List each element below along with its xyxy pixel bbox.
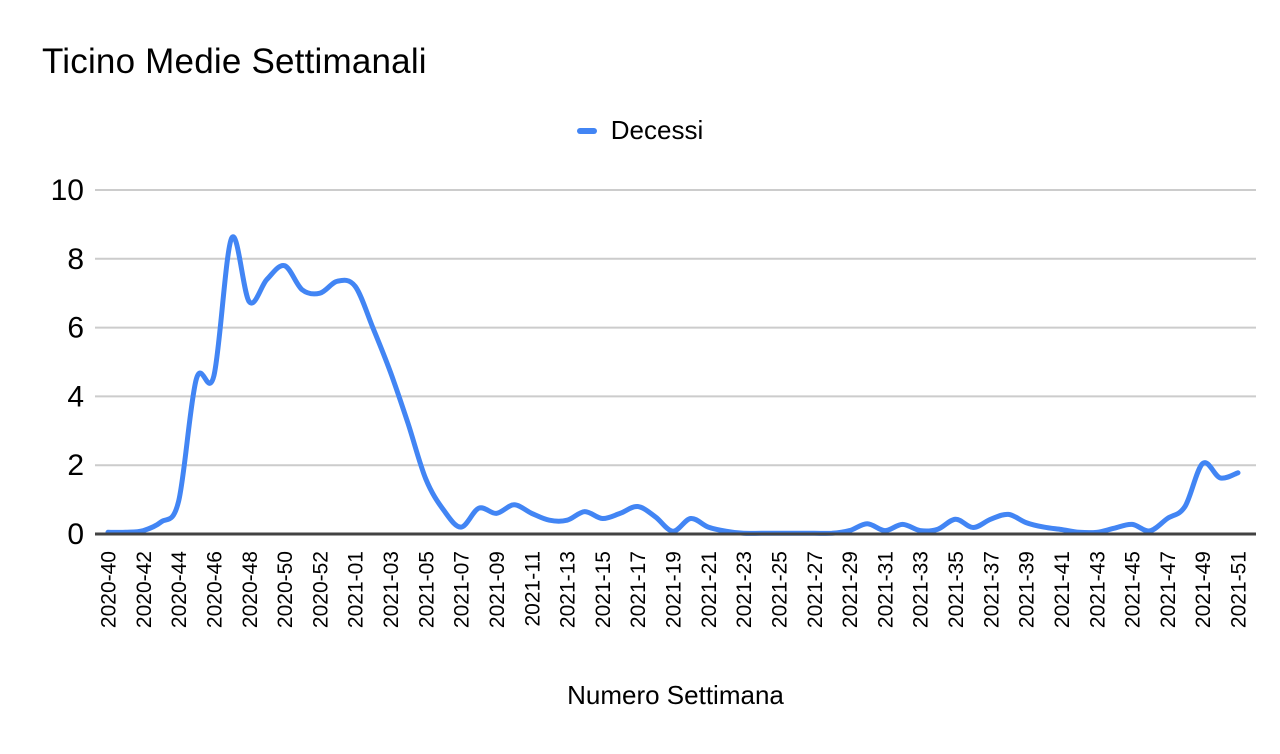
x-tick-label: 2021-47 [1157,551,1180,628]
legend-series-dash-icon [576,127,597,134]
y-tick-label: 0 [67,518,84,551]
x-tick-label: 2021-05 [415,551,438,628]
x-tick-label: 2021-21 [698,551,721,628]
x-tick-label: 2021-01 [345,551,368,628]
x-tick-label: 2021-19 [663,551,686,628]
x-tick-label: 2021-17 [627,551,650,628]
x-tick-label: 2020-50 [274,551,297,628]
series-line-decessi [105,234,1241,536]
x-tick-label: 2021-39 [1016,551,1039,628]
x-tick-label: 2020-52 [309,551,332,628]
x-tick-label: 2021-11 [521,551,544,627]
x-tick-label: 2021-45 [1122,551,1145,628]
y-tick-label: 2 [67,449,84,482]
x-tick-label: 2021-37 [980,551,1003,628]
x-tick-label: 2020-44 [168,551,191,628]
y-tick-label: 4 [67,380,84,413]
x-tick-label: 2021-25 [768,551,791,628]
x-tick-label: 2021-13 [557,551,580,628]
x-tick-label: 2021-15 [592,551,615,628]
x-axis-title: Numero Settimana [567,680,784,710]
x-tick-label: 2021-43 [1086,551,1109,628]
x-tick-label: 2021-07 [451,551,474,628]
y-tick-label: 8 [67,243,84,276]
x-tick-label: 2021-31 [874,551,897,628]
x-tick-label: 2020-46 [203,551,226,628]
x-tick-label: 2021-27 [804,551,827,628]
y-tick-label: 10 [51,174,84,207]
legend: Decessi [0,115,1280,146]
x-tick-label: 2020-42 [133,551,156,628]
y-tick-label: 6 [67,312,84,345]
chart-title: Ticino Medie Settimanali [42,42,427,81]
x-tick-label: 2021-29 [839,551,862,628]
x-tick-label: 2021-23 [733,551,756,628]
x-tick-label: 2021-49 [1192,551,1215,628]
x-tick-label: 2021-33 [910,551,933,628]
x-tick-label: 2021-51 [1228,551,1251,628]
x-tick-label: 2021-41 [1051,551,1074,628]
legend-series-label: Decessi [610,115,704,145]
x-tick-label: 2020-48 [239,551,262,628]
x-tick-label: 2021-09 [486,551,509,628]
x-tick-label: 2021-35 [945,551,968,628]
x-tick-label: 2021-03 [380,551,403,628]
x-tick-label: 2020-40 [98,551,121,628]
